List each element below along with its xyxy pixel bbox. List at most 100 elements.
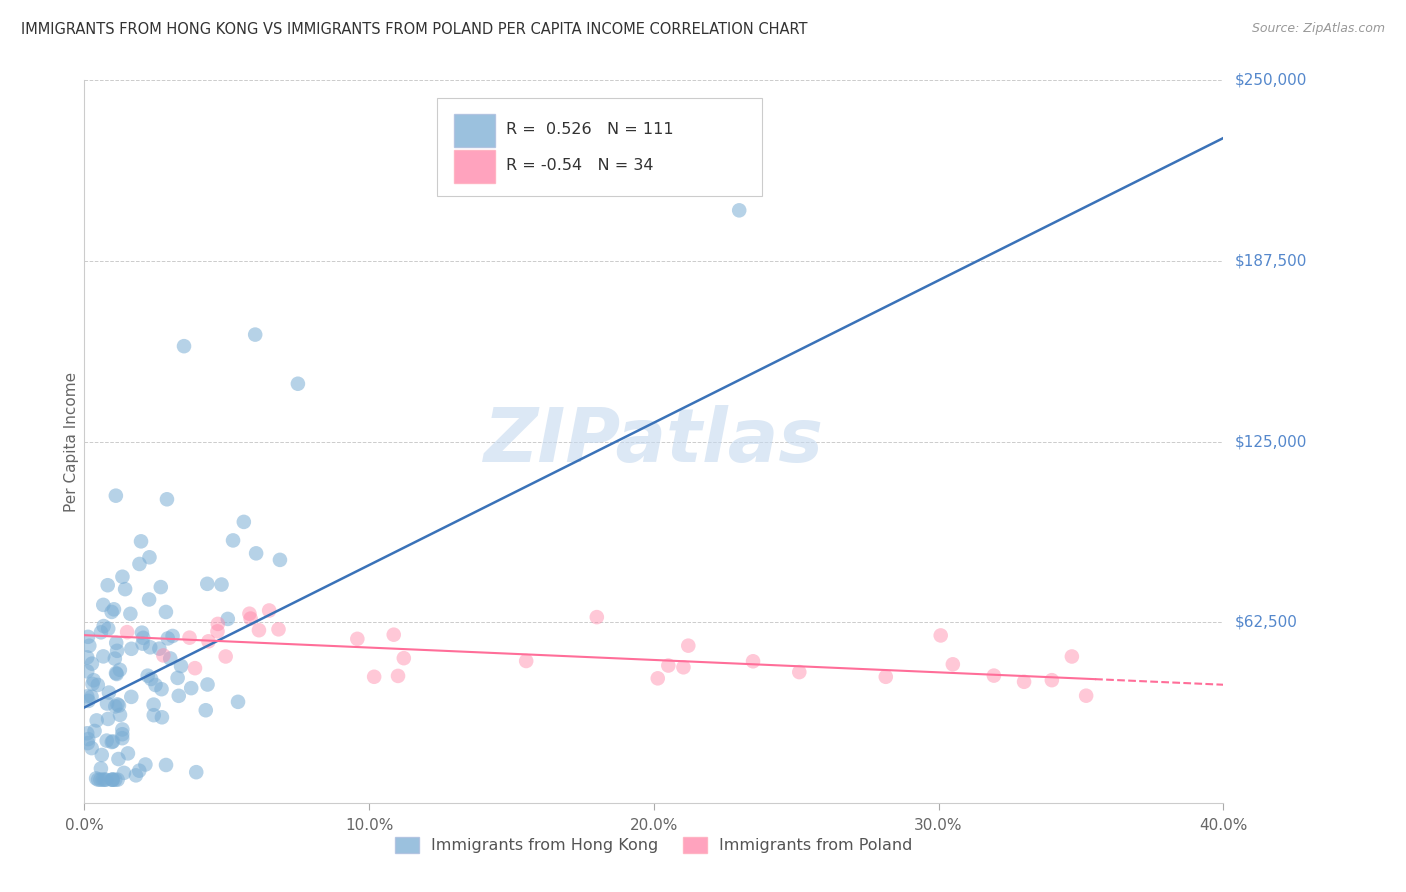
Point <box>245 546 267 560</box>
Point <box>101 772 124 787</box>
Point <box>104 651 127 665</box>
Point <box>104 699 127 714</box>
Point <box>211 577 233 591</box>
Point <box>107 698 129 712</box>
Point <box>108 707 131 722</box>
Point <box>96 733 118 747</box>
Point <box>80 690 103 704</box>
Point <box>128 557 150 571</box>
Point <box>111 731 134 746</box>
Point <box>112 765 135 780</box>
Point <box>90 625 112 640</box>
Point <box>139 672 162 686</box>
Point <box>131 637 153 651</box>
Point <box>132 631 155 645</box>
Point <box>195 577 218 591</box>
Text: IMMIGRANTS FROM HONG KONG VS IMMIGRANTS FROM POLAND PER CAPITA INCOME CORRELATIO: IMMIGRANTS FROM HONG KONG VS IMMIGRANTS … <box>21 22 807 37</box>
Point <box>101 735 124 749</box>
Point <box>1012 674 1035 689</box>
Point <box>382 628 405 642</box>
Point <box>269 553 291 567</box>
Point <box>145 678 167 692</box>
Text: R = -0.54   N = 34: R = -0.54 N = 34 <box>506 158 654 173</box>
Point <box>93 619 115 633</box>
Text: $125,000: $125,000 <box>1234 434 1306 449</box>
Point <box>86 714 108 728</box>
Point <box>148 641 170 656</box>
Point <box>162 629 184 643</box>
Point <box>257 603 280 617</box>
Point <box>247 624 270 638</box>
Point <box>159 651 181 665</box>
Point <box>94 772 117 787</box>
FancyBboxPatch shape <box>454 150 495 183</box>
Point <box>91 649 114 664</box>
Point <box>125 768 148 782</box>
Point <box>100 605 122 619</box>
Point <box>76 665 98 679</box>
Point <box>1040 673 1063 688</box>
Point <box>678 639 700 653</box>
Point <box>128 764 150 778</box>
Point <box>83 723 105 738</box>
Point <box>207 616 229 631</box>
Point <box>142 698 165 712</box>
Point <box>105 666 128 681</box>
Point <box>107 752 129 766</box>
Point <box>155 758 177 772</box>
Point <box>90 747 112 762</box>
Text: $250,000: $250,000 <box>1234 73 1306 87</box>
Text: ZIPatlas: ZIPatlas <box>484 405 824 478</box>
Point <box>129 534 152 549</box>
Point <box>152 648 174 663</box>
Point <box>111 570 134 584</box>
Point <box>149 580 172 594</box>
Point <box>215 649 238 664</box>
Point <box>120 690 142 704</box>
Point <box>197 677 219 691</box>
Point <box>156 492 179 507</box>
Point <box>515 654 537 668</box>
Point <box>138 592 160 607</box>
Point <box>156 632 179 646</box>
Point <box>80 741 103 756</box>
Point <box>97 622 120 636</box>
Point <box>84 772 107 786</box>
Point <box>138 550 160 565</box>
Point <box>82 677 104 691</box>
Point <box>97 578 120 592</box>
Point <box>91 598 114 612</box>
Point <box>1076 689 1098 703</box>
Point <box>363 670 385 684</box>
Point <box>346 632 368 646</box>
Point <box>105 644 128 658</box>
Legend: Immigrants from Hong Kong, Immigrants from Poland: Immigrants from Hong Kong, Immigrants fr… <box>388 830 920 860</box>
FancyBboxPatch shape <box>454 113 495 147</box>
Point <box>186 765 208 780</box>
Point <box>87 772 110 787</box>
Point <box>104 489 127 503</box>
Point <box>217 612 239 626</box>
Text: Source: ZipAtlas.com: Source: ZipAtlas.com <box>1251 22 1385 36</box>
Point <box>96 697 118 711</box>
Point <box>120 641 142 656</box>
Point <box>245 327 267 342</box>
Point <box>105 667 128 681</box>
Point <box>104 772 127 787</box>
Point <box>105 636 128 650</box>
Text: R =  0.526   N = 111: R = 0.526 N = 111 <box>506 122 673 136</box>
Text: $62,500: $62,500 <box>1234 615 1298 630</box>
Point <box>387 669 409 683</box>
Point <box>238 607 260 621</box>
Point <box>167 689 190 703</box>
Point <box>173 339 195 353</box>
Point <box>232 515 254 529</box>
Point <box>742 654 765 668</box>
Point <box>77 630 100 644</box>
Point <box>90 762 112 776</box>
Point <box>83 673 105 688</box>
Point <box>585 610 607 624</box>
Point <box>76 690 98 704</box>
Point <box>108 663 131 677</box>
Point <box>657 658 679 673</box>
